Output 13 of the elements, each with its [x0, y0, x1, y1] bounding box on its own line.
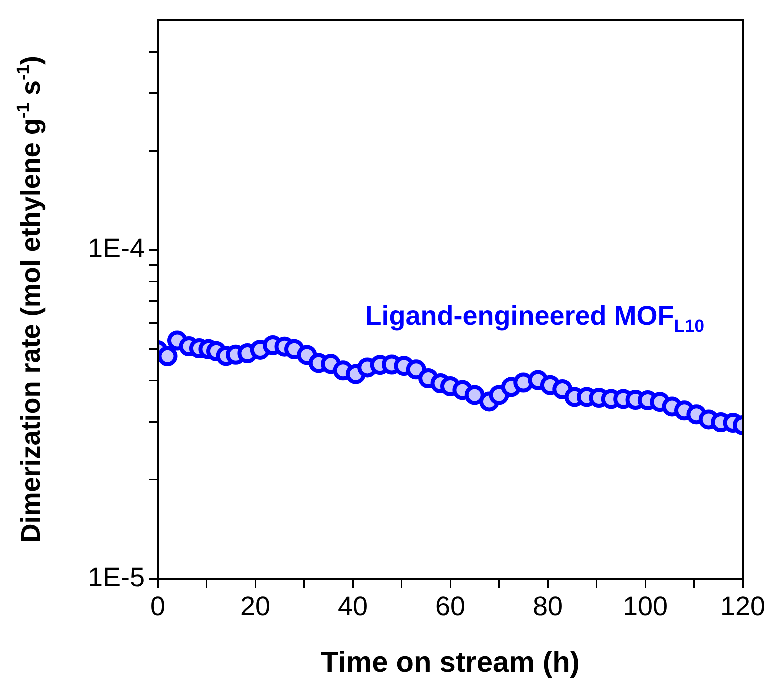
x-tick-label: 60	[435, 592, 466, 622]
x-tick-label: 40	[338, 592, 368, 622]
x-tick-label: 0	[150, 592, 166, 622]
y-axis-title: Dimerization rate (mol ethylene g-1 s-1)	[13, 56, 46, 544]
x-tick-label: 80	[532, 592, 564, 622]
y-tick-label: 1E-5	[88, 562, 145, 592]
x-tick-label: 20	[240, 592, 271, 622]
point	[158, 346, 178, 366]
x-tick-label: 120	[720, 592, 766, 622]
y-tick-label: 1E-4	[88, 234, 145, 264]
point	[464, 385, 485, 406]
x-tick-label: 100	[622, 592, 668, 622]
x-axis-title: Time on stream (h)	[321, 647, 580, 679]
